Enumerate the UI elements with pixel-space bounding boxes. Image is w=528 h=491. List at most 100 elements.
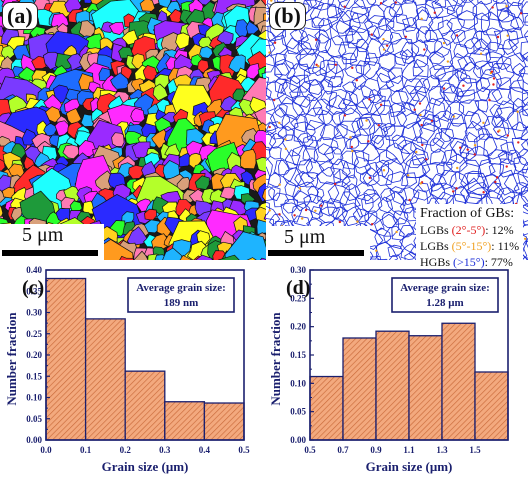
low-angle-boundary-mark xyxy=(314,210,316,212)
low-angle-boundary-mark xyxy=(293,214,295,216)
low-angle-boundary-mark xyxy=(420,182,422,184)
low-angle-boundary-mark xyxy=(456,34,458,36)
low-angle-boundary-mark xyxy=(462,85,464,87)
low-angle-boundary-mark xyxy=(351,150,353,152)
low-angle-boundary-mark xyxy=(482,191,484,193)
low-angle-boundary-mark xyxy=(278,122,280,124)
histogram-bar xyxy=(86,319,126,440)
low-angle-boundary-mark xyxy=(443,42,445,44)
low-angle-boundary-mark xyxy=(474,153,476,155)
histogram-bar xyxy=(204,403,244,440)
annotation-value: 189 nm xyxy=(164,297,199,309)
legend-value: : 11% xyxy=(491,239,519,253)
low-angle-boundary-mark xyxy=(278,213,280,215)
low-angle-boundary-mark xyxy=(420,124,422,126)
legend-row-lgb-2-5: LGBs (2°-5°): 12% xyxy=(420,222,519,238)
low-angle-boundary-mark xyxy=(356,220,358,222)
y-tick-label: 0.30 xyxy=(290,265,306,275)
low-angle-boundary-mark xyxy=(371,223,373,225)
low-angle-boundary-mark xyxy=(415,151,417,153)
low-angle-boundary-mark xyxy=(367,140,369,142)
x-tick-label: 0.9 xyxy=(370,445,382,455)
legend-range: (5°-15°) xyxy=(452,239,492,253)
ebsd-orientation-map: (a) 5 μm xyxy=(0,0,266,260)
low-angle-boundary-mark xyxy=(482,122,484,124)
low-angle-boundary-mark xyxy=(284,138,286,140)
low-angle-boundary-mark xyxy=(320,204,322,206)
low-angle-boundary-mark xyxy=(305,209,307,211)
low-angle-boundary-mark xyxy=(299,187,301,189)
low-angle-boundary-mark xyxy=(497,36,499,38)
low-angle-boundary-mark xyxy=(423,48,425,50)
low-angle-boundary-mark xyxy=(395,1,397,3)
y-tick-label: 0.15 xyxy=(290,350,306,360)
low-angle-boundary-mark xyxy=(268,51,270,53)
annotation-value: 1.28 μm xyxy=(426,297,463,309)
low-angle-boundary-mark xyxy=(383,169,385,171)
low-angle-boundary-mark xyxy=(407,174,409,176)
grain xyxy=(257,220,266,235)
low-angle-boundary-mark xyxy=(505,5,507,7)
low-angle-boundary-mark xyxy=(335,64,337,66)
low-angle-boundary-mark xyxy=(496,176,498,178)
low-angle-boundary-mark xyxy=(414,109,416,111)
histogram-bar xyxy=(46,279,86,441)
low-angle-boundary-mark xyxy=(506,165,508,167)
low-angle-boundary-mark xyxy=(343,6,345,8)
x-tick-label: 1.1 xyxy=(403,445,415,455)
low-angle-boundary-mark xyxy=(408,199,410,201)
low-angle-boundary-mark xyxy=(278,184,280,186)
low-angle-boundary-mark xyxy=(301,217,303,219)
low-angle-boundary-mark xyxy=(315,39,317,41)
low-angle-boundary-mark xyxy=(274,42,276,44)
grain xyxy=(112,133,125,147)
histogram-bar xyxy=(409,336,442,440)
low-angle-boundary-mark xyxy=(317,65,319,67)
histogram-bar xyxy=(442,323,475,440)
legend-range: (2°-5°) xyxy=(452,223,486,237)
y-tick-label: 0.30 xyxy=(26,308,42,318)
panel-letter-b: (b) xyxy=(269,2,306,30)
low-angle-boundary-mark xyxy=(506,35,508,37)
panel-letter-a: (a) xyxy=(2,2,38,30)
y-axis-title: Number fraction xyxy=(268,312,283,406)
low-angle-boundary-mark xyxy=(459,146,461,148)
x-tick-label: 1.3 xyxy=(436,445,448,455)
annotation-label: Average grain size: xyxy=(136,282,226,294)
histogram-bar xyxy=(376,331,409,440)
histogram-bar xyxy=(310,377,343,440)
low-angle-boundary-mark xyxy=(273,99,275,101)
low-angle-boundary-mark xyxy=(480,53,482,55)
low-angle-boundary-mark xyxy=(488,99,490,101)
low-angle-boundary-mark xyxy=(419,102,421,104)
low-angle-boundary-mark xyxy=(453,115,455,117)
low-angle-boundary-mark xyxy=(369,177,371,179)
legend-row-lgb-5-15: LGBs (5°-15°): 11% xyxy=(420,238,519,254)
x-tick-label: 0.7 xyxy=(337,445,349,455)
y-tick-label: 0.40 xyxy=(26,265,42,275)
low-angle-boundary-mark xyxy=(447,60,449,62)
y-tick-label: 0.25 xyxy=(26,329,42,339)
low-angle-boundary-mark xyxy=(386,44,388,46)
y-tick-label: 0.20 xyxy=(26,350,42,360)
legend-name: LGBs xyxy=(420,239,449,253)
x-axis-title: Grain size (μm) xyxy=(102,459,189,474)
y-tick-label: 0.10 xyxy=(290,378,306,388)
low-angle-boundary-mark xyxy=(491,6,493,8)
low-angle-boundary-mark xyxy=(380,2,382,4)
low-angle-boundary-mark xyxy=(420,18,422,20)
histogram-bar xyxy=(125,371,165,440)
histogram-bar xyxy=(475,372,508,440)
low-angle-boundary-mark xyxy=(285,148,287,150)
y-axis-title: Number fraction xyxy=(4,312,19,406)
low-angle-boundary-mark xyxy=(383,48,385,50)
legend-name: LGBs xyxy=(420,223,449,237)
low-angle-boundary-mark xyxy=(378,124,380,126)
low-angle-boundary-mark xyxy=(494,181,496,183)
scalebar-label-b: 5 μm xyxy=(284,226,325,249)
low-angle-boundary-mark xyxy=(431,120,433,122)
low-angle-boundary-mark xyxy=(466,148,468,150)
x-tick-label: 0.5 xyxy=(238,445,250,455)
low-angle-boundary-mark xyxy=(334,183,336,185)
